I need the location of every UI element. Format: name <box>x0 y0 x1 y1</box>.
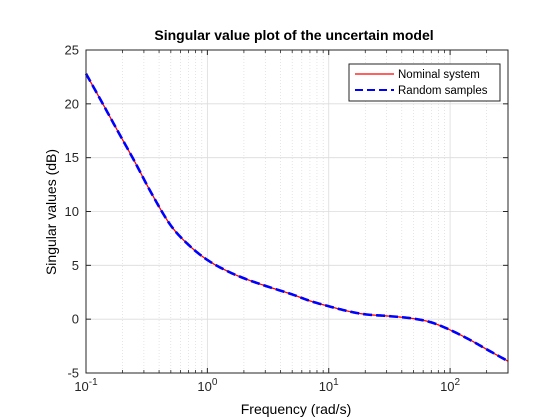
y-tick-label: 15 <box>65 150 79 165</box>
x-tick-label: 102 <box>440 377 460 394</box>
chart-title: Singular value plot of the uncertain mod… <box>154 27 433 43</box>
y-tick-label: 20 <box>65 96 79 111</box>
x-tick-label: 10-1 <box>74 377 98 394</box>
y-tick-label: 10 <box>65 204 79 219</box>
series-layer <box>84 73 509 363</box>
y-tick-labels: -5 0 5 10 15 20 25 <box>65 43 79 381</box>
legend-label-nominal: Nominal system <box>398 69 480 81</box>
x-axis-label: Frequency (rad/s) <box>241 401 351 417</box>
series-line-random-samples <box>84 73 509 363</box>
x-tick-label: 100 <box>197 377 217 394</box>
axis-ticks <box>85 49 508 374</box>
legend: Nominal system Random samples <box>348 63 501 102</box>
legend-label-random: Random samples <box>398 85 488 97</box>
y-tick-label: 5 <box>72 258 79 273</box>
x-tick-labels: 10-1 100 101 102 <box>74 377 460 394</box>
y-tick-label: 25 <box>65 43 79 58</box>
x-tick-label: 101 <box>319 377 339 394</box>
y-tick-label: 0 <box>72 312 79 327</box>
y-axis-label: Singular values (dB) <box>43 149 59 275</box>
y-tick-label: -5 <box>67 366 79 381</box>
legend-box <box>348 63 501 102</box>
